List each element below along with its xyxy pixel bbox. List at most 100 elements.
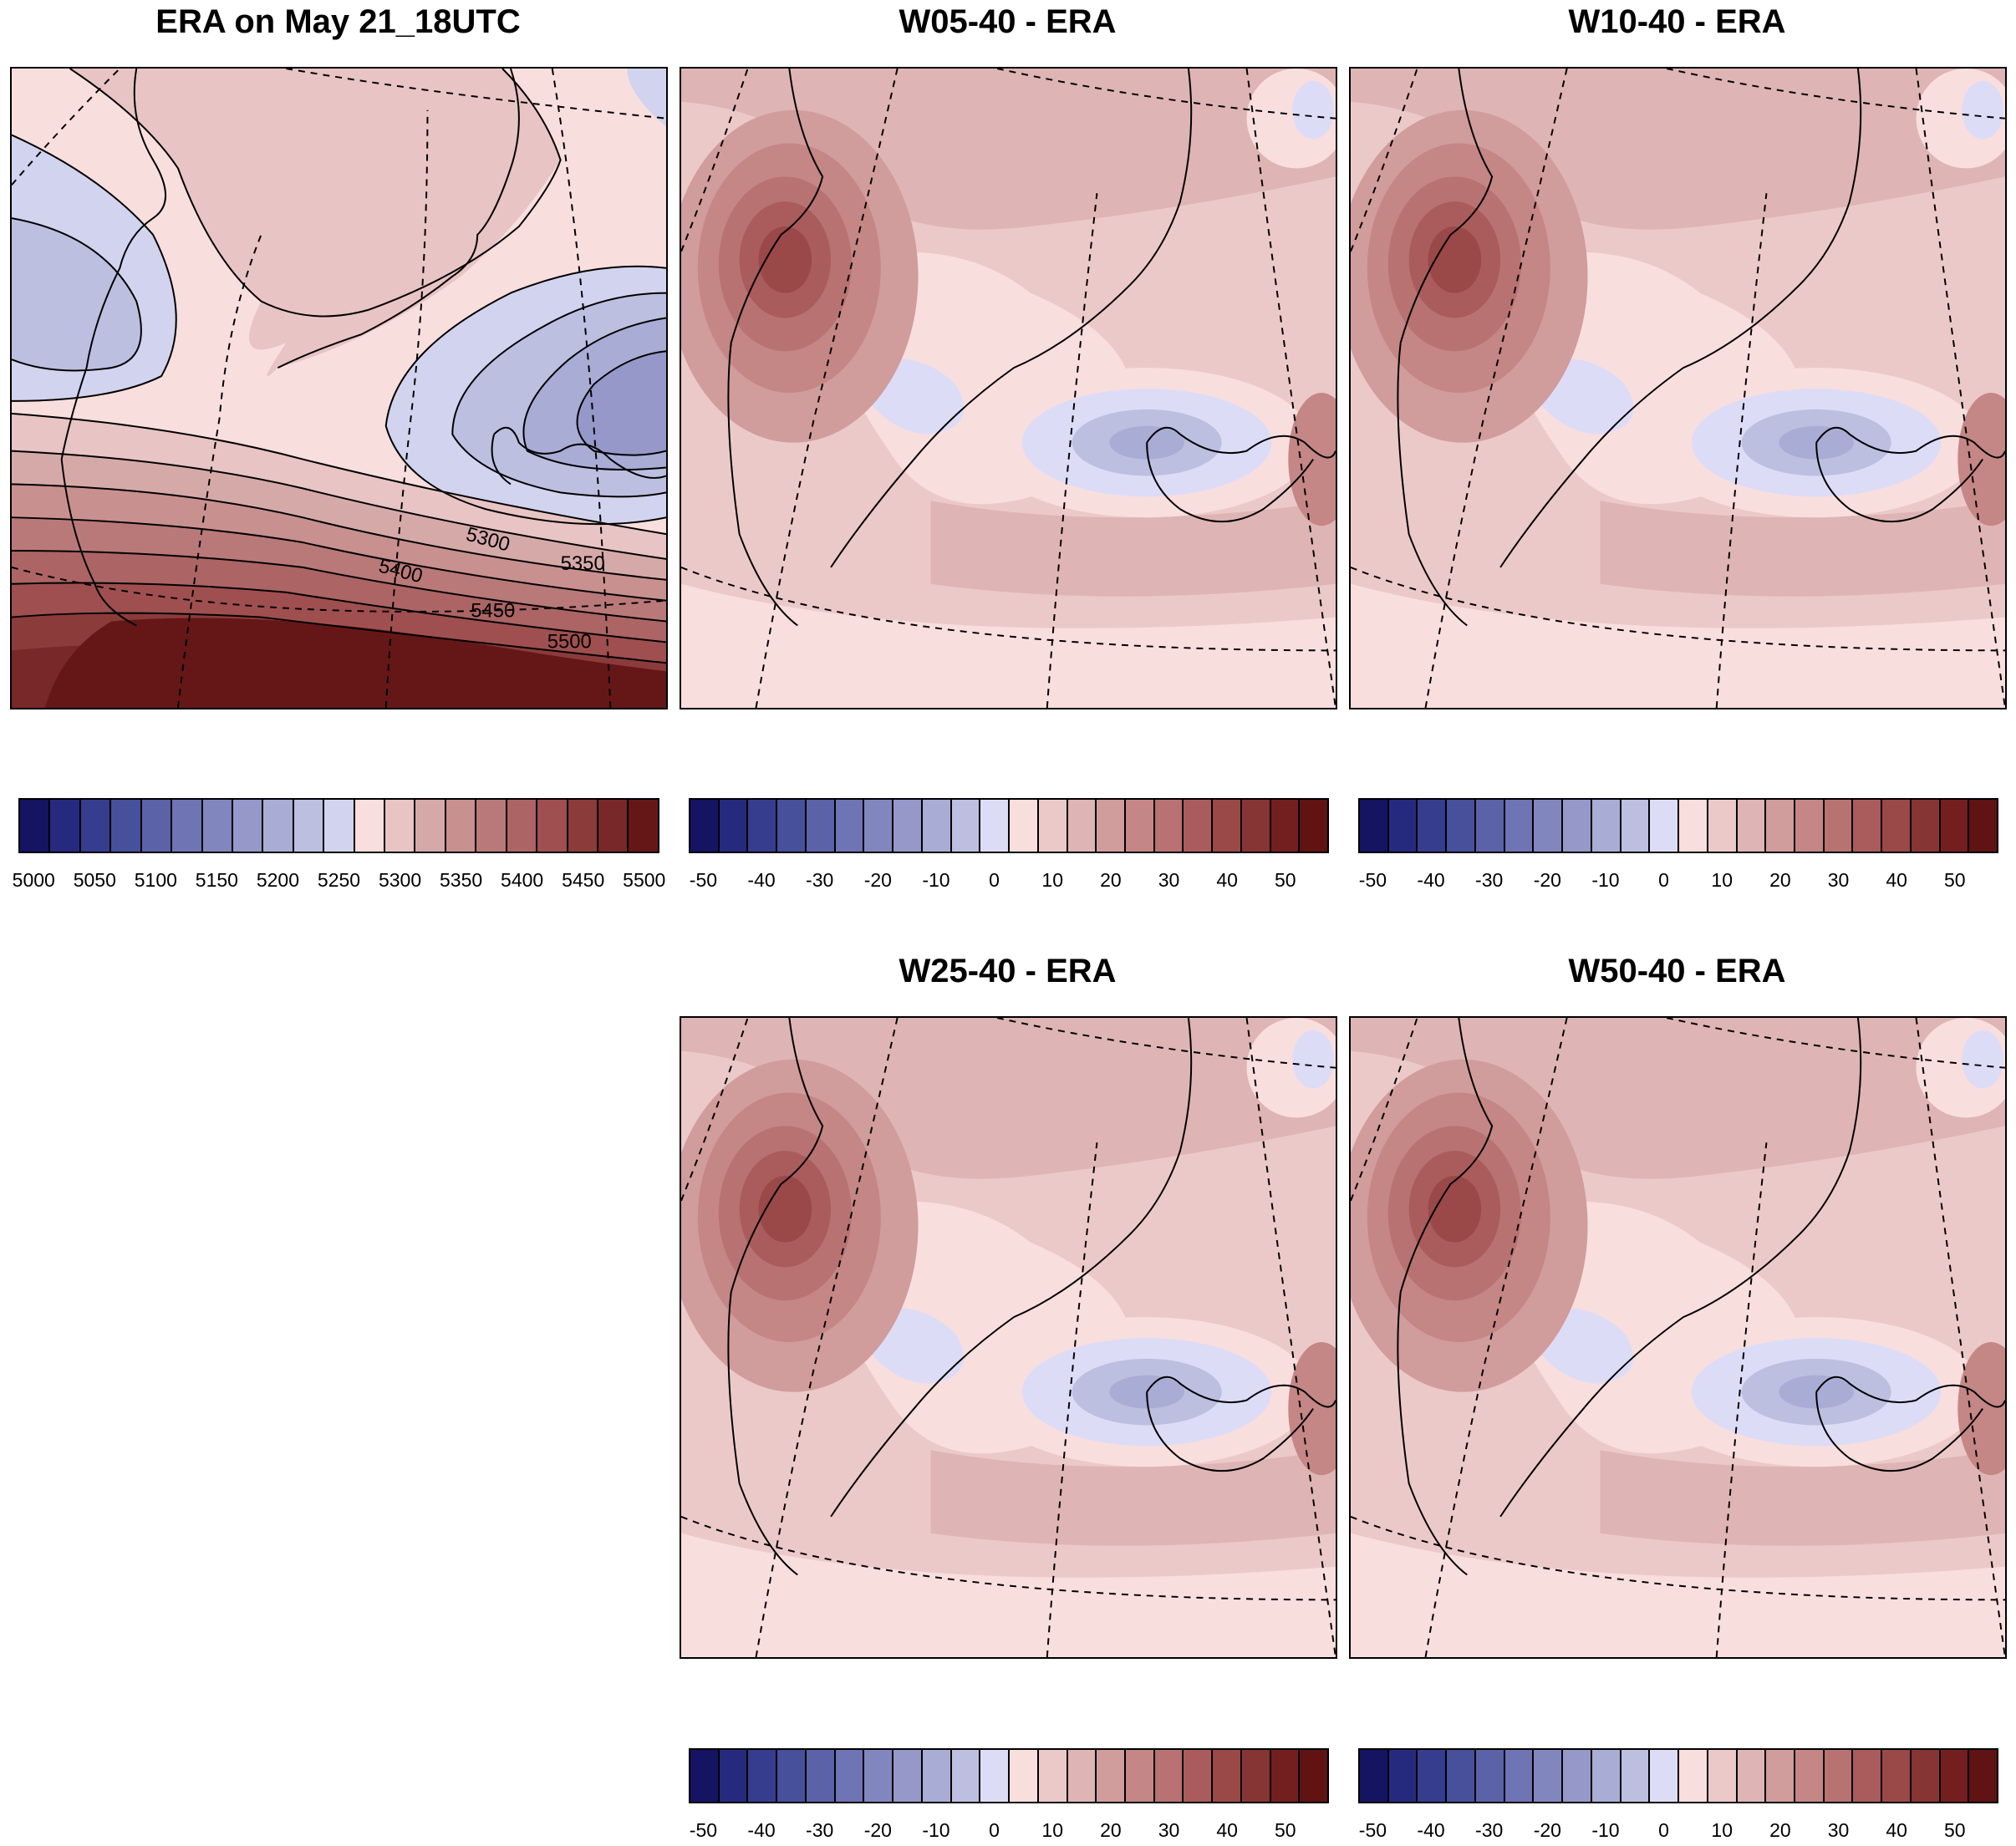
- colorbar-tick-label: 0: [1658, 1819, 1669, 1841]
- colorbar-swatch: [864, 1750, 894, 1802]
- colorbar-swatch: [951, 1750, 981, 1802]
- colorbar-tick-label: -10: [922, 869, 950, 891]
- panel-title-w50: W50-40 - ERA: [1568, 953, 1786, 989]
- colorbar-tick-label: 5050: [73, 869, 116, 891]
- colorbar-swatch: [1184, 1750, 1214, 1802]
- contour-label-5450: 5450: [471, 600, 515, 623]
- colorbar-swatch: [1388, 800, 1418, 852]
- colorbar-tick-label: 5100: [134, 869, 177, 891]
- colorbar-tick-label: -40: [747, 1819, 776, 1841]
- colorbar-tick-label: 50: [1274, 1819, 1296, 1841]
- colorbar-tick-label: 20: [1100, 1819, 1122, 1841]
- colorbar-swatch: [1708, 1750, 1738, 1802]
- colorbar-swatch: [385, 800, 416, 852]
- colorbar-swatch: [1154, 1750, 1184, 1802]
- colorbar-tick-label: 20: [1100, 869, 1122, 891]
- colorbar-swatch: [1853, 800, 1883, 852]
- colorbar-tick-label: -20: [863, 1819, 892, 1841]
- colorbar-swatch: [980, 1750, 1011, 1802]
- colorbar-tick-label: 10: [1711, 1819, 1733, 1841]
- colorbar-swatch: [1300, 1750, 1328, 1802]
- colorbar-swatch: [1447, 1750, 1476, 1802]
- colorbar-swatch: [232, 800, 264, 852]
- colorbar-w05-ticks: -50 -40 -30 -20 -10 0 10 20 30 40 50: [689, 869, 1329, 894]
- colorbar-swatch: [50, 800, 81, 852]
- panel-title-era: ERA on May 21_18UTC: [155, 3, 521, 40]
- colorbar-tick-label: -30: [806, 1819, 834, 1841]
- colorbar-swatch: [1737, 800, 1767, 852]
- colorbar-swatch: [893, 800, 923, 852]
- colorbar-tick-label: 40: [1886, 1819, 1907, 1841]
- colorbar-swatch: [1097, 1750, 1127, 1802]
- colorbar-swatch: [1650, 800, 1680, 852]
- colorbar-swatch: [1940, 800, 1970, 852]
- colorbar-w10: [1358, 798, 1998, 853]
- colorbar-swatch: [1708, 800, 1738, 852]
- colorbar-tick-label: 5250: [317, 869, 361, 891]
- colorbar-swatch: [1475, 800, 1505, 852]
- colorbar-swatch: [1241, 800, 1271, 852]
- colorbar-swatch: [1418, 1750, 1448, 1802]
- colorbar-swatch: [1795, 1750, 1825, 1802]
- colorbar-swatch: [629, 800, 658, 852]
- colorbar-swatch: [1591, 1750, 1621, 1802]
- colorbar-tick-label: 50: [1943, 1819, 1966, 1841]
- colorbar-swatch: [1300, 800, 1328, 852]
- colorbar-swatch: [1360, 1750, 1389, 1802]
- colorbar-swatch: [690, 800, 720, 852]
- colorbar-tick-label: 40: [1886, 869, 1907, 891]
- colorbar-swatch: [324, 800, 355, 852]
- colorbar-tick-label: 30: [1827, 1819, 1850, 1841]
- colorbar-tick-label: -50: [689, 869, 718, 891]
- colorbar-swatch: [864, 800, 894, 852]
- colorbar-w25: [689, 1748, 1329, 1803]
- colorbar-swatch: [1795, 800, 1825, 852]
- colorbar-swatch: [777, 1750, 807, 1802]
- colorbar-swatch: [1154, 800, 1184, 852]
- colorbar-tick-label: -10: [1591, 869, 1620, 891]
- colorbar-swatch: [1126, 800, 1155, 852]
- colorbar-tick-label: -50: [689, 1819, 718, 1841]
- colorbar-swatch: [1679, 800, 1708, 852]
- colorbar-tick-label: -40: [1417, 1819, 1445, 1841]
- colorbar-swatch: [980, 800, 1011, 852]
- colorbar-tick-label: -20: [1533, 869, 1561, 891]
- colorbar-swatch: [1010, 1750, 1039, 1802]
- colorbar-swatch: [1940, 1750, 1970, 1802]
- colorbar-swatch: [1563, 800, 1592, 852]
- colorbar-swatch: [835, 1750, 865, 1802]
- colorbar-swatch: [1270, 800, 1301, 852]
- colorbar-swatch: [1591, 800, 1621, 852]
- colorbar-swatch: [1213, 800, 1242, 852]
- colorbar-swatch: [111, 800, 142, 852]
- colorbar-tick-label: 30: [1158, 869, 1180, 891]
- colorbar-swatch: [1241, 1750, 1271, 1802]
- colorbar-swatch: [1563, 1750, 1592, 1802]
- map-era: 5300 5350 5400 5450 5500: [10, 67, 668, 709]
- colorbar-swatch: [1504, 1750, 1535, 1802]
- colorbar-swatch: [1766, 1750, 1796, 1802]
- colorbar-swatch: [748, 800, 778, 852]
- colorbar-swatch: [1475, 1750, 1505, 1802]
- colorbar-swatch: [141, 800, 173, 852]
- colorbar-swatch: [806, 1750, 836, 1802]
- colorbar-swatch: [263, 800, 294, 852]
- colorbar-swatch: [777, 800, 807, 852]
- colorbar-swatch: [1882, 800, 1912, 852]
- colorbar-swatch: [537, 800, 568, 852]
- colorbar-tick-label: 30: [1827, 869, 1850, 891]
- colorbar-tick-label: 0: [989, 869, 1000, 891]
- colorbar-tick-label: -10: [922, 1819, 950, 1841]
- colorbar-tick-label: 0: [989, 1819, 1000, 1841]
- colorbar-tick-label: 5450: [562, 869, 605, 891]
- colorbar-tick-label: 10: [1711, 869, 1733, 891]
- colorbar-tick-label: 5350: [440, 869, 483, 891]
- colorbar-swatch: [835, 800, 865, 852]
- colorbar-swatch: [445, 800, 477, 852]
- colorbar-w50: [1358, 1748, 1998, 1803]
- colorbar-era: [18, 798, 659, 853]
- colorbar-tick-label: 10: [1041, 1819, 1064, 1841]
- colorbar-tick-label: 5400: [501, 869, 544, 891]
- colorbar-swatch: [1067, 800, 1097, 852]
- colorbar-tick-label: 50: [1943, 869, 1966, 891]
